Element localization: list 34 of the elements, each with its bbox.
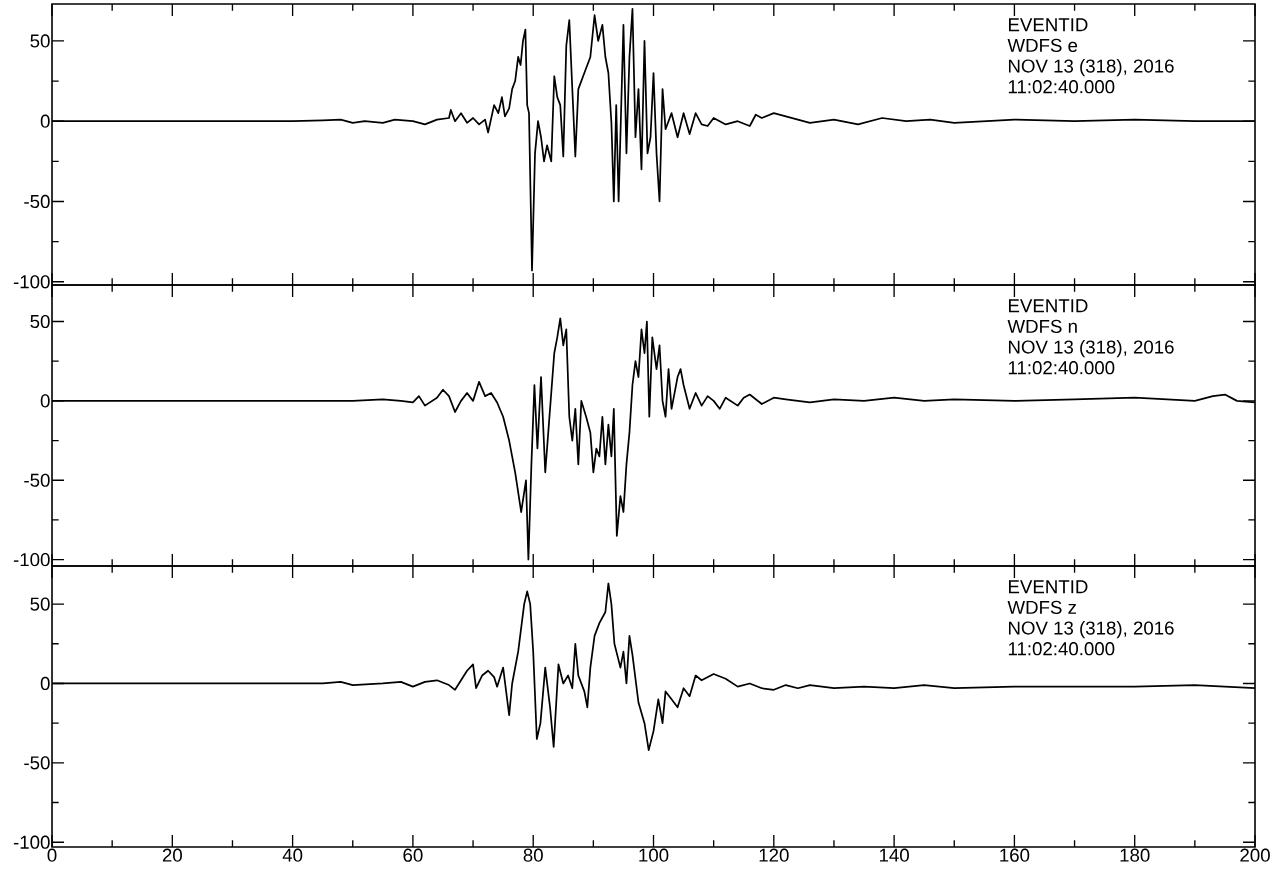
x-tick-label: 140 <box>879 848 909 862</box>
y-tick-label: -100 <box>13 275 50 289</box>
y-tick-label: 50 <box>30 597 50 611</box>
y-tick-label: -50 <box>24 756 50 770</box>
annotation: NOV 13 (318), 2016 <box>1008 620 1174 639</box>
y-tick-label: -50 <box>24 194 50 209</box>
annotation: EVENTID <box>1008 299 1088 313</box>
x-tick-label: 120 <box>759 848 789 862</box>
y-tick-label: -100 <box>13 553 50 567</box>
y-tick-label: 0 <box>40 676 50 691</box>
y-tick-label: 50 <box>30 34 50 48</box>
annotation: NOV 13 (318), 2016 <box>1008 58 1174 77</box>
annotation: EVENTID <box>1008 580 1088 594</box>
x-tick-label: 80 <box>523 848 543 862</box>
annotation: WDFS e <box>1007 38 1078 52</box>
y-tick-label: 0 <box>40 394 50 408</box>
annotation: WDFS z <box>1007 600 1076 614</box>
x-tick-label: 40 <box>282 848 303 862</box>
x-tick-label: 60 <box>403 848 423 862</box>
y-tick-label: -50 <box>24 473 50 487</box>
x-tick-label: 20 <box>162 848 182 862</box>
y-tick-label: -100 <box>13 835 50 849</box>
annotation: 11:02:40.000 <box>1008 361 1115 375</box>
annotation: 11:02:40.000 <box>1008 642 1115 656</box>
annotation: 11:02:40.000 <box>1008 80 1115 94</box>
y-tick-label: 50 <box>30 314 50 329</box>
annotation: EVENTID <box>1008 18 1088 32</box>
annotation: NOV 13 (318), 2016 <box>1008 339 1174 358</box>
y-tick-label: 0 <box>40 114 50 128</box>
x-tick-label: 160 <box>1000 848 1030 862</box>
x-tick-label: 180 <box>1120 848 1150 862</box>
x-tick-label: 200 <box>1240 848 1270 862</box>
annotation: WDFS n <box>1007 319 1077 333</box>
x-tick-label: 100 <box>639 848 669 862</box>
